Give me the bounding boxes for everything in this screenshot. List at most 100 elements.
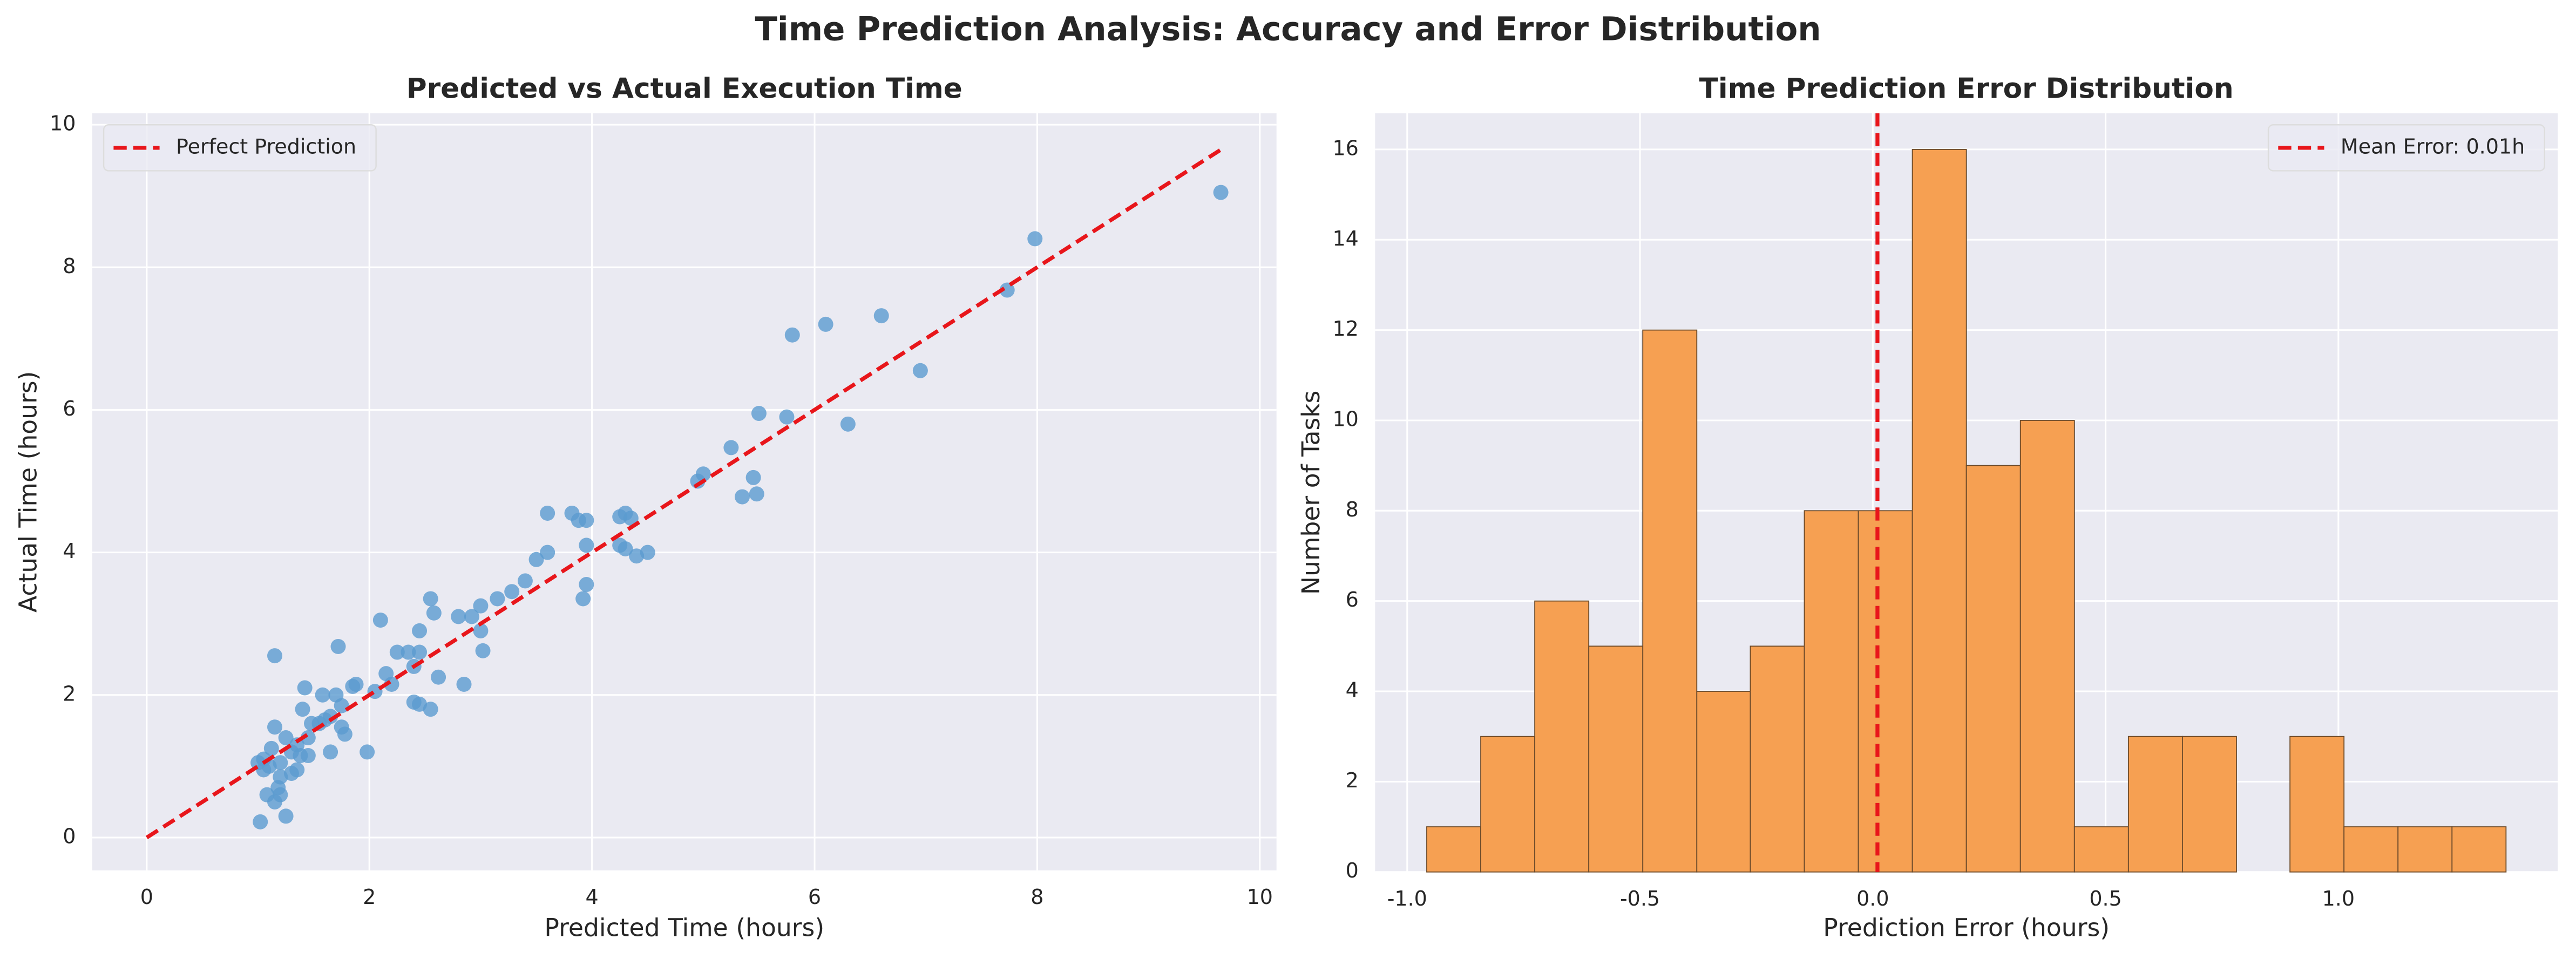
histogram-bar xyxy=(2289,736,2345,873)
histogram-bar xyxy=(1911,148,1967,873)
y-tick-label: 16 xyxy=(1332,136,1358,160)
y-tick-label: 8 xyxy=(63,254,76,278)
y-tick-label: 6 xyxy=(63,397,76,420)
data-point xyxy=(360,744,375,760)
histogram-bar xyxy=(1588,645,1644,873)
data-point xyxy=(278,808,294,824)
histogram-bar xyxy=(2073,826,2129,873)
data-point xyxy=(818,316,833,332)
y-tick-label: 4 xyxy=(1346,678,1359,702)
data-point xyxy=(384,676,399,692)
data-point xyxy=(300,748,316,764)
data-point xyxy=(300,730,316,746)
data-point xyxy=(723,440,739,455)
histogram-bar xyxy=(1696,691,1751,873)
x-tick-label: 10 xyxy=(1247,885,1273,909)
y-tick-label: 2 xyxy=(63,682,76,705)
data-point xyxy=(304,716,320,731)
histogram-bar xyxy=(2451,826,2507,873)
y-tick-label: 4 xyxy=(63,539,76,563)
data-point xyxy=(473,623,489,638)
legend: Mean Error: 0.01h xyxy=(2267,124,2545,172)
reference-line xyxy=(145,148,1222,840)
data-point xyxy=(575,591,591,607)
x-axis-label: Prediction Error (hours) xyxy=(1823,914,2110,942)
data-point xyxy=(751,406,767,421)
data-point xyxy=(263,740,279,756)
histogram-bar xyxy=(1642,329,1698,873)
data-point xyxy=(734,489,750,505)
x-tick-label: 0.5 xyxy=(2089,887,2121,910)
histogram-bar xyxy=(2127,736,2183,873)
data-point xyxy=(473,598,489,614)
y-axis-label: Number of Tasks xyxy=(1297,391,1325,595)
data-point xyxy=(579,513,594,528)
subplot: Time Prediction Error Distribution Predic… xyxy=(1297,72,2558,942)
data-point xyxy=(345,678,361,694)
data-point xyxy=(412,623,428,638)
data-point xyxy=(873,308,889,324)
data-point xyxy=(315,687,330,703)
histogram-bar xyxy=(2343,826,2399,873)
data-point xyxy=(451,609,466,624)
legend-box xyxy=(2267,124,2545,172)
data-point xyxy=(456,676,472,692)
y-axis-label: Actual Time (hours) xyxy=(14,371,43,613)
y-tick-label: 0 xyxy=(1346,859,1359,882)
subplot-title: Predicted vs Actual Execution Time xyxy=(406,72,962,105)
figure-title: Time Prediction Analysis: Accuracy and E… xyxy=(755,10,1821,48)
data-point xyxy=(540,505,555,521)
data-point xyxy=(579,577,594,593)
y-tick-label: 2 xyxy=(1346,768,1359,792)
data-point xyxy=(328,687,344,703)
x-tick-label: 1.0 xyxy=(2322,887,2355,910)
x-tick-label: 6 xyxy=(808,885,821,909)
y-tick-label: 12 xyxy=(1332,317,1358,341)
data-point xyxy=(431,669,446,685)
data-point xyxy=(323,744,338,760)
data-point xyxy=(618,541,633,556)
data-point xyxy=(267,648,282,664)
data-point xyxy=(623,511,639,526)
data-point xyxy=(412,644,428,660)
data-point xyxy=(475,643,491,658)
x-tick-label: -0.5 xyxy=(1620,887,1660,910)
data-point xyxy=(273,755,288,771)
data-point xyxy=(540,545,555,560)
y-tick-label: 10 xyxy=(1332,407,1358,431)
y-tick-label: 14 xyxy=(1332,227,1358,250)
histogram-bar xyxy=(1750,645,1805,873)
data-point xyxy=(401,644,416,660)
data-point xyxy=(1213,185,1229,200)
histogram-bar xyxy=(2397,826,2453,873)
data-point xyxy=(629,548,645,564)
histogram-bar xyxy=(2019,420,2075,873)
histogram-bar xyxy=(2181,736,2237,873)
x-tick-label: 4 xyxy=(586,885,599,909)
data-point xyxy=(253,814,268,829)
subplot: Predicted vs Actual Execution Time Predic… xyxy=(14,72,1277,942)
histogram-bar xyxy=(1426,826,1481,873)
data-point xyxy=(423,702,438,717)
data-point xyxy=(749,486,764,502)
data-point xyxy=(464,609,479,624)
data-point xyxy=(528,552,544,567)
x-tick-label: -1.0 xyxy=(1387,887,1427,910)
legend-box xyxy=(103,124,377,172)
data-point xyxy=(337,726,352,742)
data-point xyxy=(295,702,310,717)
x-tick-label: 0 xyxy=(140,885,153,909)
legend: Perfect Prediction xyxy=(103,124,377,172)
data-point xyxy=(784,327,800,343)
data-point xyxy=(267,794,282,810)
data-point xyxy=(490,591,505,607)
data-point xyxy=(297,680,313,696)
histogram-bar xyxy=(1480,736,1536,873)
legend-label: Perfect Prediction xyxy=(176,134,356,158)
data-point xyxy=(745,470,761,485)
data-point xyxy=(912,363,928,378)
histogram-bar xyxy=(1804,510,1859,873)
subplot-title: Time Prediction Error Distribution xyxy=(1699,72,2234,105)
